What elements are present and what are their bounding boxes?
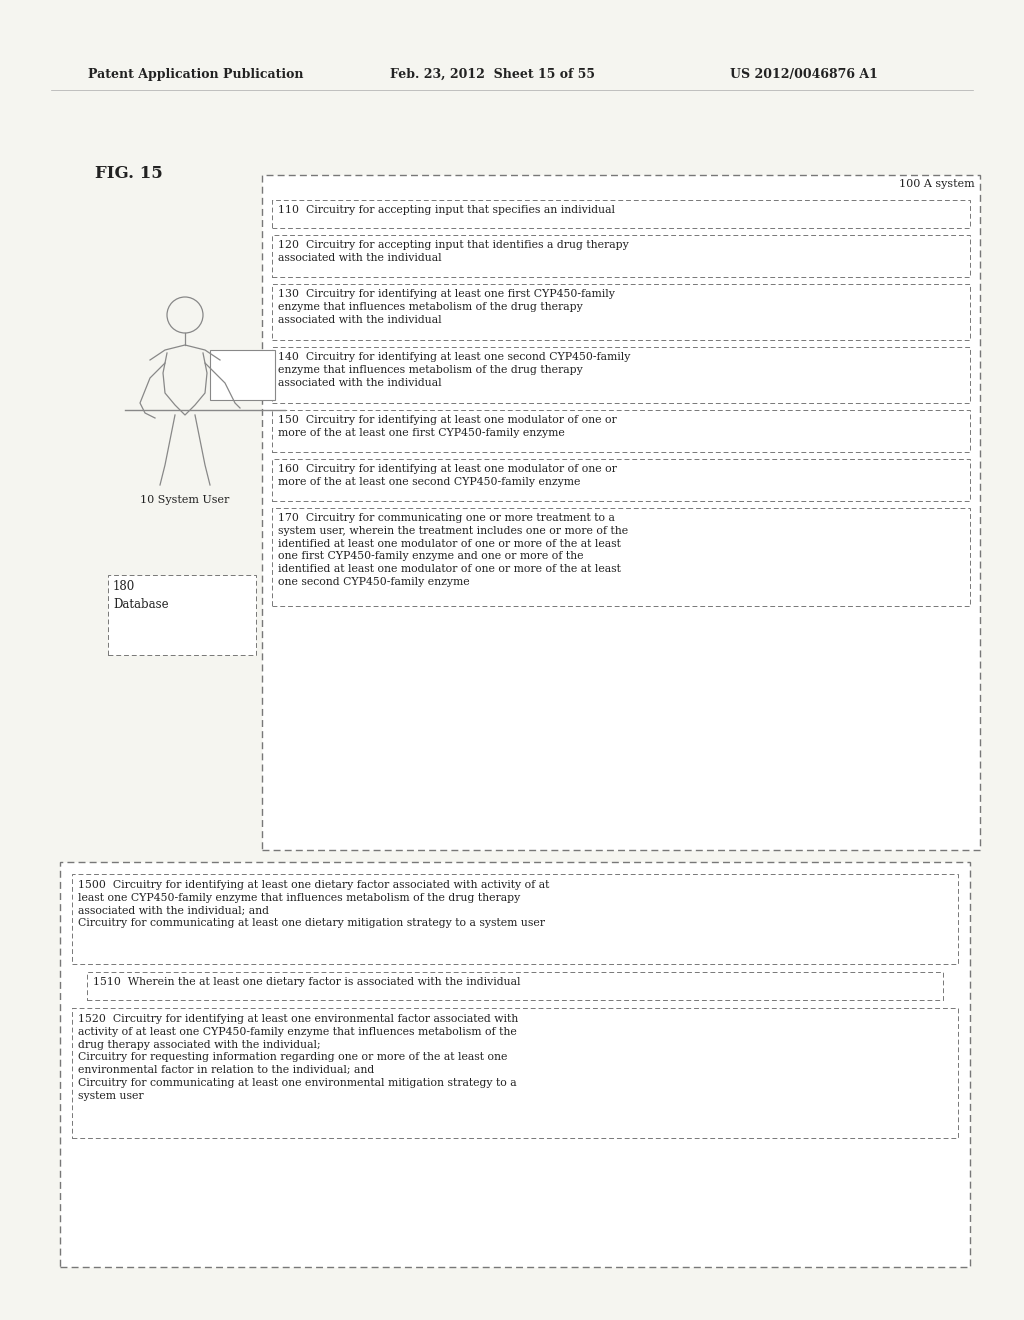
Text: 160  Circuitry for identifying at least one modulator of one or
more of the at l: 160 Circuitry for identifying at least o…	[278, 465, 616, 487]
Bar	[272, 347, 970, 403]
Text: 170  Circuitry for communicating one or more treatment to a
system user, wherein: 170 Circuitry for communicating one or m…	[278, 513, 628, 587]
Bar	[272, 508, 970, 606]
Text: 180
Database: 180 Database	[113, 579, 169, 611]
Text: 10 System User: 10 System User	[140, 495, 229, 506]
Text: FIG. 15: FIG. 15	[95, 165, 163, 182]
Text: 140  Circuitry for identifying at least one second CYP450-family
enzyme that inf: 140 Circuitry for identifying at least o…	[278, 352, 631, 388]
Bar	[272, 459, 970, 502]
Text: 110  Circuitry for accepting input that specifies an individual: 110 Circuitry for accepting input that s…	[278, 205, 615, 215]
Text: 120  Circuitry for accepting input that identifies a drug therapy
associated wit: 120 Circuitry for accepting input that i…	[278, 240, 629, 263]
Bar	[60, 862, 970, 1267]
Text: 1500  Circuitry for identifying at least one dietary factor associated with acti: 1500 Circuitry for identifying at least …	[78, 880, 549, 928]
Text: 130  Circuitry for identifying at least one first CYP450-family
enzyme that infl: 130 Circuitry for identifying at least o…	[278, 289, 614, 325]
Bar	[262, 176, 980, 850]
Text: US 2012/0046876 A1: US 2012/0046876 A1	[730, 69, 878, 81]
Text: 1510  Wherein the at least one dietary factor is associated with the individual: 1510 Wherein the at least one dietary fa…	[93, 977, 520, 987]
Bar	[272, 411, 970, 451]
Bar	[272, 235, 970, 277]
Bar	[72, 1008, 958, 1138]
Text: Patent Application Publication: Patent Application Publication	[88, 69, 303, 81]
Bar	[108, 576, 256, 655]
Bar	[272, 284, 970, 341]
Text: 100 A system: 100 A system	[899, 180, 975, 189]
Bar	[272, 201, 970, 228]
Text: 150  Circuitry for identifying at least one modulator of one or
more of the at l: 150 Circuitry for identifying at least o…	[278, 414, 616, 438]
Text: 1520  Circuitry for identifying at least one environmental factor associated wit: 1520 Circuitry for identifying at least …	[78, 1014, 518, 1101]
Text: Feb. 23, 2012  Sheet 15 of 55: Feb. 23, 2012 Sheet 15 of 55	[390, 69, 595, 81]
Bar	[72, 874, 958, 964]
Bar	[210, 350, 275, 400]
Bar	[87, 972, 943, 1001]
